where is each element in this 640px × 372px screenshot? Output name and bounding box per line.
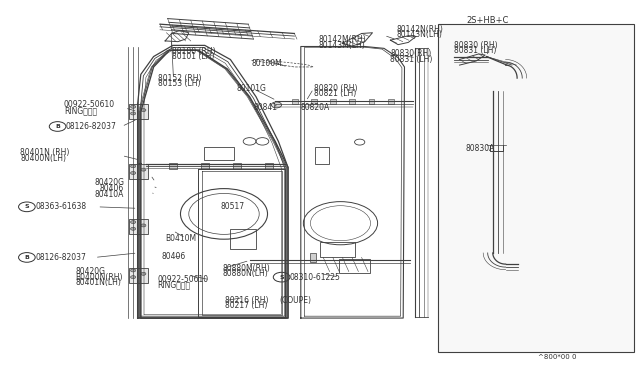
Text: B: B [24,255,29,260]
Text: RINGリング: RINGリング [64,106,97,115]
Bar [204,147,234,160]
Text: 80830(RH): 80830(RH) [390,49,431,58]
Circle shape [141,168,146,171]
Text: 80142N(RH): 80142N(RH) [397,25,444,34]
Text: 80880M(RH): 80880M(RH) [223,264,271,273]
Bar [129,219,148,234]
Text: 00922-50610: 00922-50610 [157,275,209,284]
Circle shape [131,227,136,230]
Text: 80216 (RH): 80216 (RH) [225,296,269,305]
Text: 08126-82037: 08126-82037 [35,253,86,262]
Text: 80420G: 80420G [76,267,106,276]
Circle shape [131,112,136,115]
Circle shape [131,171,136,174]
Bar [230,229,256,249]
Text: 80841: 80841 [253,103,278,112]
Text: 80831 (LH): 80831 (LH) [390,55,433,64]
Text: S: S [24,204,29,209]
Text: 80401N (RH): 80401N (RH) [20,148,70,157]
Text: 08310-61225: 08310-61225 [290,273,340,282]
Text: ^800*00 0: ^800*00 0 [538,354,576,360]
Text: 80406: 80406 [161,252,186,261]
Text: RINGリング: RINGリング [157,281,191,290]
Bar [349,99,355,104]
Text: (COUPE): (COUPE) [280,296,312,305]
Circle shape [141,224,146,227]
Text: 80410A: 80410A [95,190,124,199]
Text: 80820A: 80820A [301,103,330,112]
Circle shape [141,272,146,275]
Text: 80420G: 80420G [95,178,125,187]
Bar [369,99,374,104]
Bar [265,163,273,169]
Text: 08126-82037: 08126-82037 [65,122,116,131]
Circle shape [131,165,136,168]
Bar [330,99,336,104]
Circle shape [271,102,282,108]
Text: 08363-61638: 08363-61638 [35,202,86,211]
Bar [201,163,209,169]
Text: B: B [55,124,60,129]
Text: 80143M(LH): 80143M(LH) [318,41,365,49]
Text: 80400N(LH): 80400N(LH) [20,154,67,163]
Bar [129,268,148,283]
Text: 80152 (RH): 80152 (RH) [158,74,202,83]
Circle shape [131,269,136,272]
Text: 80101G: 80101G [237,84,267,93]
Text: S: S [279,275,284,280]
Circle shape [131,105,136,108]
Text: 80406: 80406 [99,184,124,193]
Text: 80142M(RH): 80142M(RH) [318,35,366,44]
Bar [129,164,148,179]
Text: 80143N(LH): 80143N(LH) [397,31,443,39]
Circle shape [141,109,146,112]
Bar [292,99,298,104]
Text: B0400N(RH): B0400N(RH) [76,273,123,282]
Text: 80517: 80517 [221,202,245,211]
Circle shape [131,221,136,224]
Text: 80831 (LH): 80831 (LH) [454,46,497,55]
Text: 80100 (RH): 80100 (RH) [172,47,215,56]
Bar [315,147,329,164]
Text: 80820 (RH): 80820 (RH) [314,84,357,93]
Circle shape [131,276,136,279]
Bar [388,99,394,104]
Text: 80830A: 80830A [466,144,495,153]
Bar [169,163,177,169]
Bar [311,99,317,104]
Bar [320,242,355,257]
Bar [233,163,241,169]
Text: 80401N(LH): 80401N(LH) [76,278,122,287]
Text: 80821 (LH): 80821 (LH) [314,89,356,98]
Text: 80100M: 80100M [252,59,282,68]
Bar [310,253,316,262]
Text: 2S+HB+C: 2S+HB+C [466,16,508,25]
Text: 80101 (LH): 80101 (LH) [172,52,214,61]
Text: B0410M: B0410M [165,234,196,243]
Bar [339,259,370,273]
Text: 80830 (RH): 80830 (RH) [454,41,498,50]
Bar [129,104,148,119]
Text: 00922-50610: 00922-50610 [64,100,115,109]
Text: 80153 (LH): 80153 (LH) [158,79,200,88]
Text: 80880N(LH): 80880N(LH) [223,269,268,278]
Bar [438,24,634,352]
Text: 80217 (LH): 80217 (LH) [225,301,268,310]
